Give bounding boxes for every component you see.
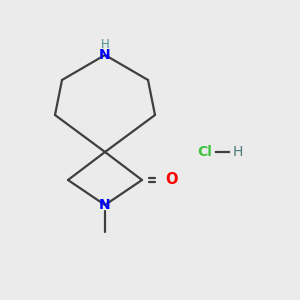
- Text: H: H: [233, 145, 243, 159]
- Text: H: H: [100, 38, 109, 52]
- Text: Cl: Cl: [198, 145, 212, 159]
- Text: N: N: [99, 198, 111, 212]
- Text: O: O: [165, 172, 177, 188]
- Text: N: N: [99, 48, 111, 62]
